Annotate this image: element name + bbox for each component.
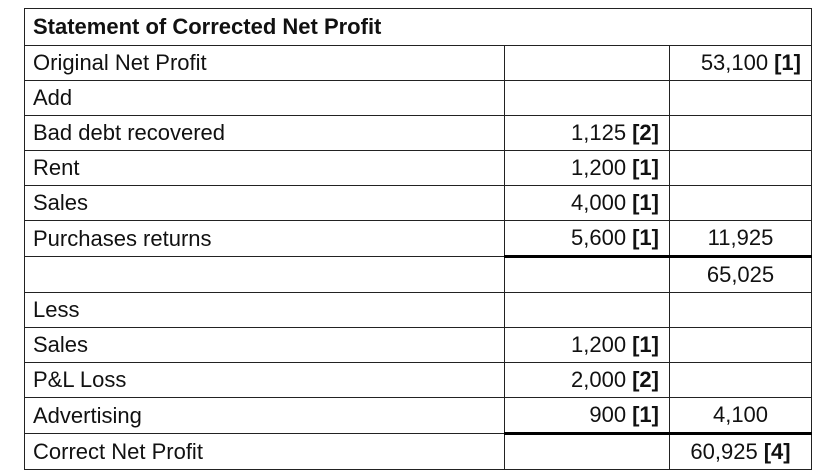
detail-amount: 2,000 [2]: [504, 362, 670, 398]
table-row: 65,025: [24, 256, 812, 293]
title-row: Statement of Corrected Net Profit: [24, 8, 812, 46]
row-label: Rent: [24, 150, 505, 186]
total-amount: 11,925: [669, 220, 812, 258]
total-amount: 65,025: [669, 256, 812, 293]
detail-amount: 1,125 [2]: [504, 115, 670, 151]
amount: 4,000: [571, 190, 627, 215]
amount: 60,925: [690, 439, 758, 464]
mark-allocation: [1]: [632, 332, 659, 357]
row-label: Sales: [24, 185, 505, 221]
mark-allocation: [2]: [632, 367, 659, 392]
table-row: Less: [24, 292, 812, 328]
amount: 65,025: [706, 262, 775, 287]
mark-allocation: [4]: [763, 439, 791, 464]
detail-amount: [504, 45, 670, 81]
table-row: Sales 1,200 [1]: [24, 327, 812, 363]
total-amount: [669, 362, 812, 398]
amount: 900: [589, 402, 627, 427]
amount: 53,100: [700, 50, 769, 75]
detail-amount: [504, 292, 670, 328]
mark-allocation: [1]: [632, 402, 659, 427]
total-amount: 4,100: [669, 397, 812, 435]
total-amount: [669, 80, 812, 116]
row-label: Original Net Profit: [24, 45, 505, 81]
detail-amount: 900 [1]: [504, 397, 670, 435]
mark-allocation: [2]: [632, 120, 659, 145]
amount: 1,125: [571, 120, 627, 145]
table-row: Correct Net Profit 60,925 [4]: [24, 433, 812, 470]
detail-amount: [504, 80, 670, 116]
table-row: P&L Loss 2,000 [2]: [24, 362, 812, 398]
mark-allocation: [1]: [632, 155, 659, 180]
row-label: P&L Loss: [24, 362, 505, 398]
table-row: Sales 4,000 [1]: [24, 185, 812, 221]
detail-amount: [504, 433, 670, 470]
total-amount: [669, 150, 812, 186]
row-label: Bad debt recovered: [24, 115, 505, 151]
mark-allocation: [1]: [632, 225, 659, 250]
table-row: Rent 1,200 [1]: [24, 150, 812, 186]
amount: 1,200: [571, 332, 627, 357]
mark-allocation: [1]: [774, 50, 801, 75]
row-label: Less: [24, 292, 505, 328]
amount: 1,200: [571, 155, 627, 180]
row-label: Correct Net Profit: [24, 433, 505, 470]
total-amount: [669, 327, 812, 363]
detail-amount: [504, 256, 670, 293]
row-label: Add: [24, 80, 505, 116]
detail-amount: 4,000 [1]: [504, 185, 670, 221]
total-amount: 60,925 [4]: [669, 433, 812, 470]
table-row: Bad debt recovered 1,125 [2]: [24, 115, 812, 151]
row-label: Purchases returns: [24, 220, 505, 257]
table-row: Advertising 900 [1] 4,100: [24, 397, 812, 435]
detail-amount: 5,600 [1]: [504, 220, 670, 258]
amount: 5,600: [571, 225, 627, 250]
total-amount: 53,100 [1]: [669, 45, 812, 81]
statement-title: Statement of Corrected Net Profit: [24, 8, 812, 46]
amount: 11,925: [707, 225, 774, 250]
detail-amount: 1,200 [1]: [504, 150, 670, 186]
corrected-net-profit-table: Statement of Corrected Net Profit Origin…: [24, 8, 812, 470]
table-row: Purchases returns 5,600 [1] 11,925: [24, 220, 812, 258]
row-label: Advertising: [24, 397, 505, 434]
total-amount: [669, 292, 812, 328]
total-amount: [669, 115, 812, 151]
total-amount: [669, 185, 812, 221]
detail-amount: 1,200 [1]: [504, 327, 670, 363]
row-label: Sales: [24, 327, 505, 363]
amount: 4,100: [712, 402, 769, 427]
mark-allocation: [1]: [632, 190, 659, 215]
table-row: Add: [24, 80, 812, 116]
table-row: Original Net Profit 53,100 [1]: [24, 45, 812, 81]
amount: 2,000: [571, 367, 627, 392]
row-label: [24, 256, 505, 293]
